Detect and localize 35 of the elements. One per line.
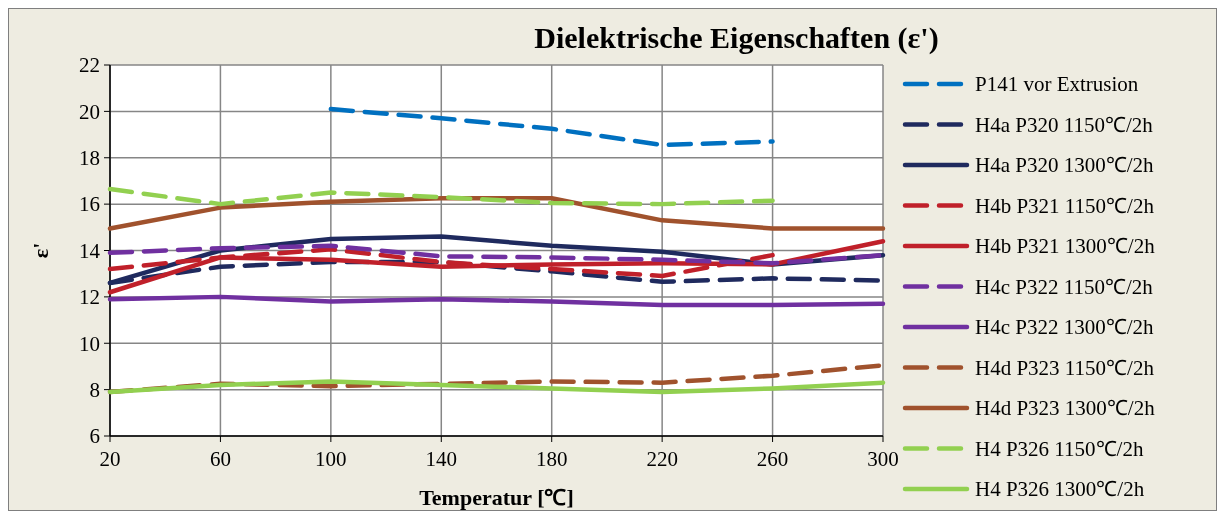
- y-tick-label: 10: [79, 331, 100, 356]
- x-tick-label: 180: [535, 447, 568, 471]
- x-tick-label: 100: [315, 447, 347, 471]
- x-tick-label: 260: [756, 447, 789, 471]
- y-tick-label: 18: [79, 146, 100, 171]
- x-tick-label: 60: [209, 447, 231, 471]
- legend-label: H4b P321 1300℃/2h: [975, 234, 1156, 259]
- y-tick-label: 20: [79, 99, 100, 124]
- legend-label: H4 P326 1150℃/2h: [975, 436, 1144, 461]
- line-series: [107, 379, 886, 395]
- line-series: [107, 238, 886, 295]
- x-tick-label: 300: [867, 447, 899, 471]
- line-series: [328, 106, 775, 148]
- legend-label: H4b P321 1150℃/2h: [975, 193, 1155, 218]
- x-tick-label: 220: [646, 447, 678, 471]
- y-tick-label: 22: [79, 53, 100, 78]
- legend-label: H4 P326 1300℃/2h: [975, 477, 1145, 502]
- line-series: [107, 186, 775, 207]
- x-tick-label: 140: [425, 447, 458, 471]
- y-tick-label: 8: [89, 377, 100, 402]
- legend-label: H4a P320 1150℃/2h: [975, 112, 1154, 137]
- legend-label: H4d P323 1150℃/2h: [975, 355, 1155, 380]
- legend-label: H4d P323 1300℃/2h: [975, 396, 1156, 421]
- legend-label: H4a P320 1300℃/2h: [975, 153, 1154, 178]
- y-tick-label: 6: [89, 424, 100, 449]
- y-tick-label: 16: [79, 192, 100, 217]
- legend-label: H4c P322 1150℃/2h: [975, 274, 1154, 299]
- chart-title: Dielektrische Eigenschaften (ε'): [534, 21, 939, 55]
- legend-label: H4c P322 1300℃/2h: [975, 315, 1154, 340]
- legend-label: P141 vor Extrusion: [975, 72, 1139, 97]
- line-series: [107, 294, 886, 308]
- x-axis-title: Temperatur [℃]: [419, 485, 574, 510]
- y-tick-label: 14: [79, 238, 101, 263]
- y-axis-title: ε': [28, 242, 53, 259]
- y-tick-label: 12: [79, 285, 100, 310]
